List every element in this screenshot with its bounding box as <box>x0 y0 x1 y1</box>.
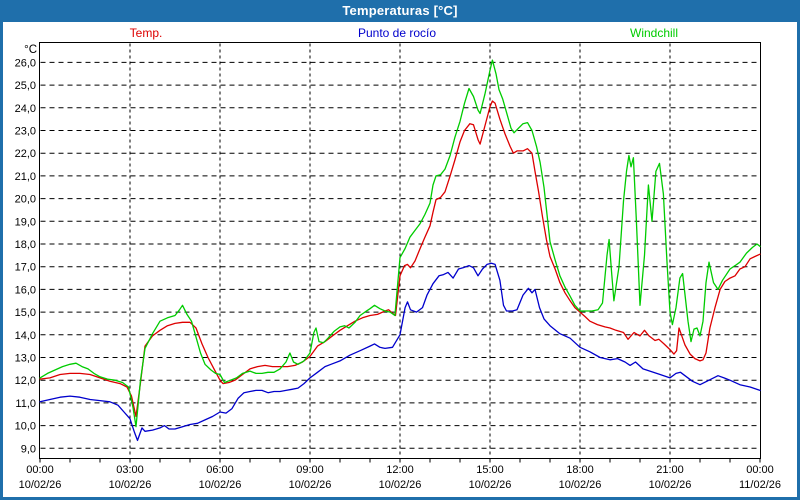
series-line-windchill <box>39 59 761 428</box>
x-tick-date-label: 10/02/26 <box>469 479 512 491</box>
x-tick-date-label: 10/02/26 <box>559 479 602 491</box>
y-tick-label: 21,0 <box>15 171 36 183</box>
x-tick-date-label: 10/02/26 <box>289 479 332 491</box>
x-tick-time-label: 09:00 <box>296 464 324 476</box>
y-tick-label: 11,0 <box>15 398 36 410</box>
x-tick-time-label: 06:00 <box>206 464 234 476</box>
x-tick-date-label: 10/02/26 <box>379 479 422 491</box>
y-tick-label: 10,0 <box>15 421 36 433</box>
y-tick-label: 12,0 <box>15 375 36 387</box>
x-tick-time-label: 12:00 <box>386 464 414 476</box>
chart-title: Temperaturas [°C] <box>342 3 458 18</box>
legend-item-temp: Temp. <box>129 26 163 40</box>
y-tick-label: 26,0 <box>15 57 36 69</box>
y-tick-label: 20,0 <box>15 194 36 206</box>
y-tick-label: 24,0 <box>15 103 36 115</box>
y-tick-label: 25,0 <box>15 80 36 92</box>
x-tick-time-label: 00:00 <box>746 464 774 476</box>
legend-item-dew-point: Punto de rocío <box>357 26 437 40</box>
y-tick-label: 18,0 <box>15 239 36 251</box>
x-tick-time-label: 18:00 <box>566 464 594 476</box>
y-tick-label: 15,0 <box>15 307 36 319</box>
y-tick-label: 16,0 <box>15 284 36 296</box>
x-tick-time-label: 00:00 <box>26 464 54 476</box>
y-tick-label: 22,0 <box>15 148 36 160</box>
title-bar: Temperaturas [°C] <box>0 0 800 22</box>
y-tick-label: 17,0 <box>15 262 36 274</box>
x-tick-date-label: 10/02/26 <box>649 479 692 491</box>
y-tick-label: 14,0 <box>15 330 36 342</box>
series-line-temp- <box>39 100 761 418</box>
legend-item-windchill: Windchill <box>629 26 679 40</box>
y-tick-label: 9,0 <box>21 443 36 455</box>
y-tick-label: 19,0 <box>15 216 36 228</box>
x-tick-date-label: 10/02/26 <box>109 479 152 491</box>
x-tick-date-label: 11/02/26 <box>739 479 781 491</box>
series-line-punto-de-roc-o <box>39 262 761 442</box>
x-tick-time-label: 15:00 <box>476 464 504 476</box>
x-tick-date-label: 10/02/26 <box>19 479 62 491</box>
x-tick-date-label: 10/02/26 <box>199 479 242 491</box>
y-tick-label: 13,0 <box>15 353 36 365</box>
y-axis-unit-label: °C <box>24 44 37 56</box>
y-tick-label: 23,0 <box>15 126 36 138</box>
x-tick-time-label: 21:00 <box>656 464 684 476</box>
x-tick-time-label: 03:00 <box>116 464 144 476</box>
